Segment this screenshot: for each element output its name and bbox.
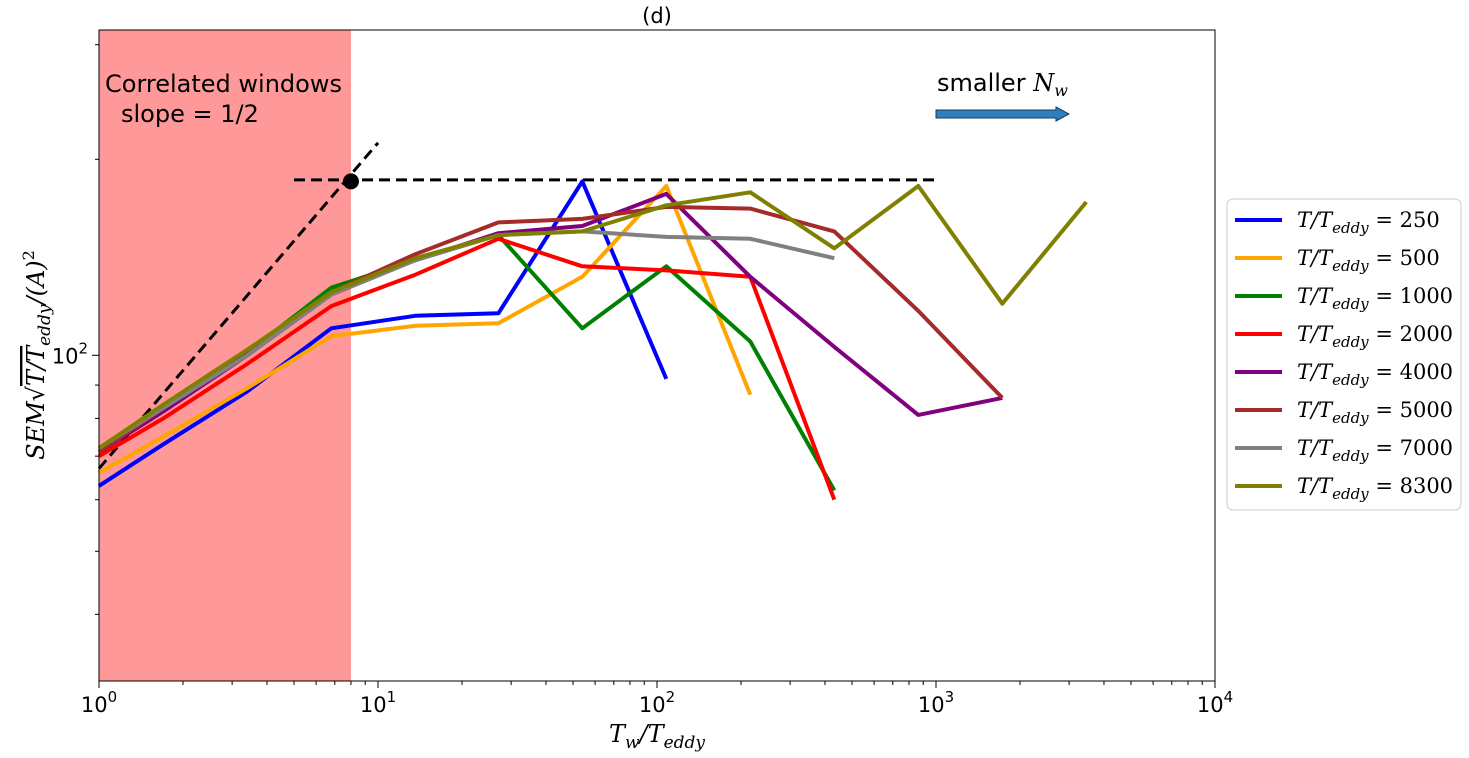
x-axis: 100 101 102 103 104: [81, 681, 1233, 717]
legend-label-5000: T/Teddy = 5000: [1297, 398, 1453, 427]
correlated-label: Correlated windows: [105, 70, 342, 98]
reference-lines: [97, 141, 936, 470]
slope-label: slope = 1/2: [121, 100, 259, 128]
series-line-250: [97, 179, 669, 488]
reference-marker-point: [342, 173, 359, 190]
y-tick-label: 102: [52, 339, 88, 368]
y-axis: 102: [52, 44, 99, 615]
series-line-2000: [97, 236, 837, 501]
marker-group: [342, 173, 359, 190]
legend-label-1000: T/Teddy = 1000: [1297, 284, 1453, 313]
legend-label-2000: T/Teddy = 2000: [1297, 322, 1453, 351]
series-lines: [97, 179, 1088, 501]
chart-title: (d): [642, 4, 672, 28]
series-line-500: [98, 184, 753, 475]
legend-label-4000: T/Teddy = 4000: [1297, 360, 1453, 389]
x-tick-label: 100: [81, 688, 117, 717]
legend-box: [1226, 198, 1462, 511]
x-tick-label: 103: [918, 688, 954, 717]
legend-label-250: T/Teddy = 250: [1297, 208, 1440, 237]
y-axis-title: SEM√T/Teddy/(A)2: [19, 250, 55, 460]
slope-reference-line: [97, 141, 380, 470]
x-tick-label: 101: [360, 688, 396, 717]
legend: T/Teddy = 250 T/Teddy = 500 T/Teddy = 1000…: [1226, 198, 1462, 511]
svg-text:SEM√T/Teddy/(A)2: SEM√T/Teddy/(A)2: [19, 250, 55, 460]
x-tick-label: 102: [639, 688, 675, 717]
series-line-8300: [97, 184, 1088, 450]
arrow-label: smaller Nw: [937, 69, 1068, 100]
smaller-nw-arrow-icon: [935, 106, 1071, 122]
legend-label-7000: T/Teddy = 7000: [1297, 436, 1453, 465]
correlated-region: [99, 30, 351, 681]
x-axis-title: Tw/Teddy: [609, 720, 705, 753]
legend-label-8300: T/Teddy = 8300: [1297, 474, 1453, 503]
x-tick-label: 104: [1197, 688, 1233, 717]
legend-label-500: T/Teddy = 500: [1297, 246, 1440, 275]
